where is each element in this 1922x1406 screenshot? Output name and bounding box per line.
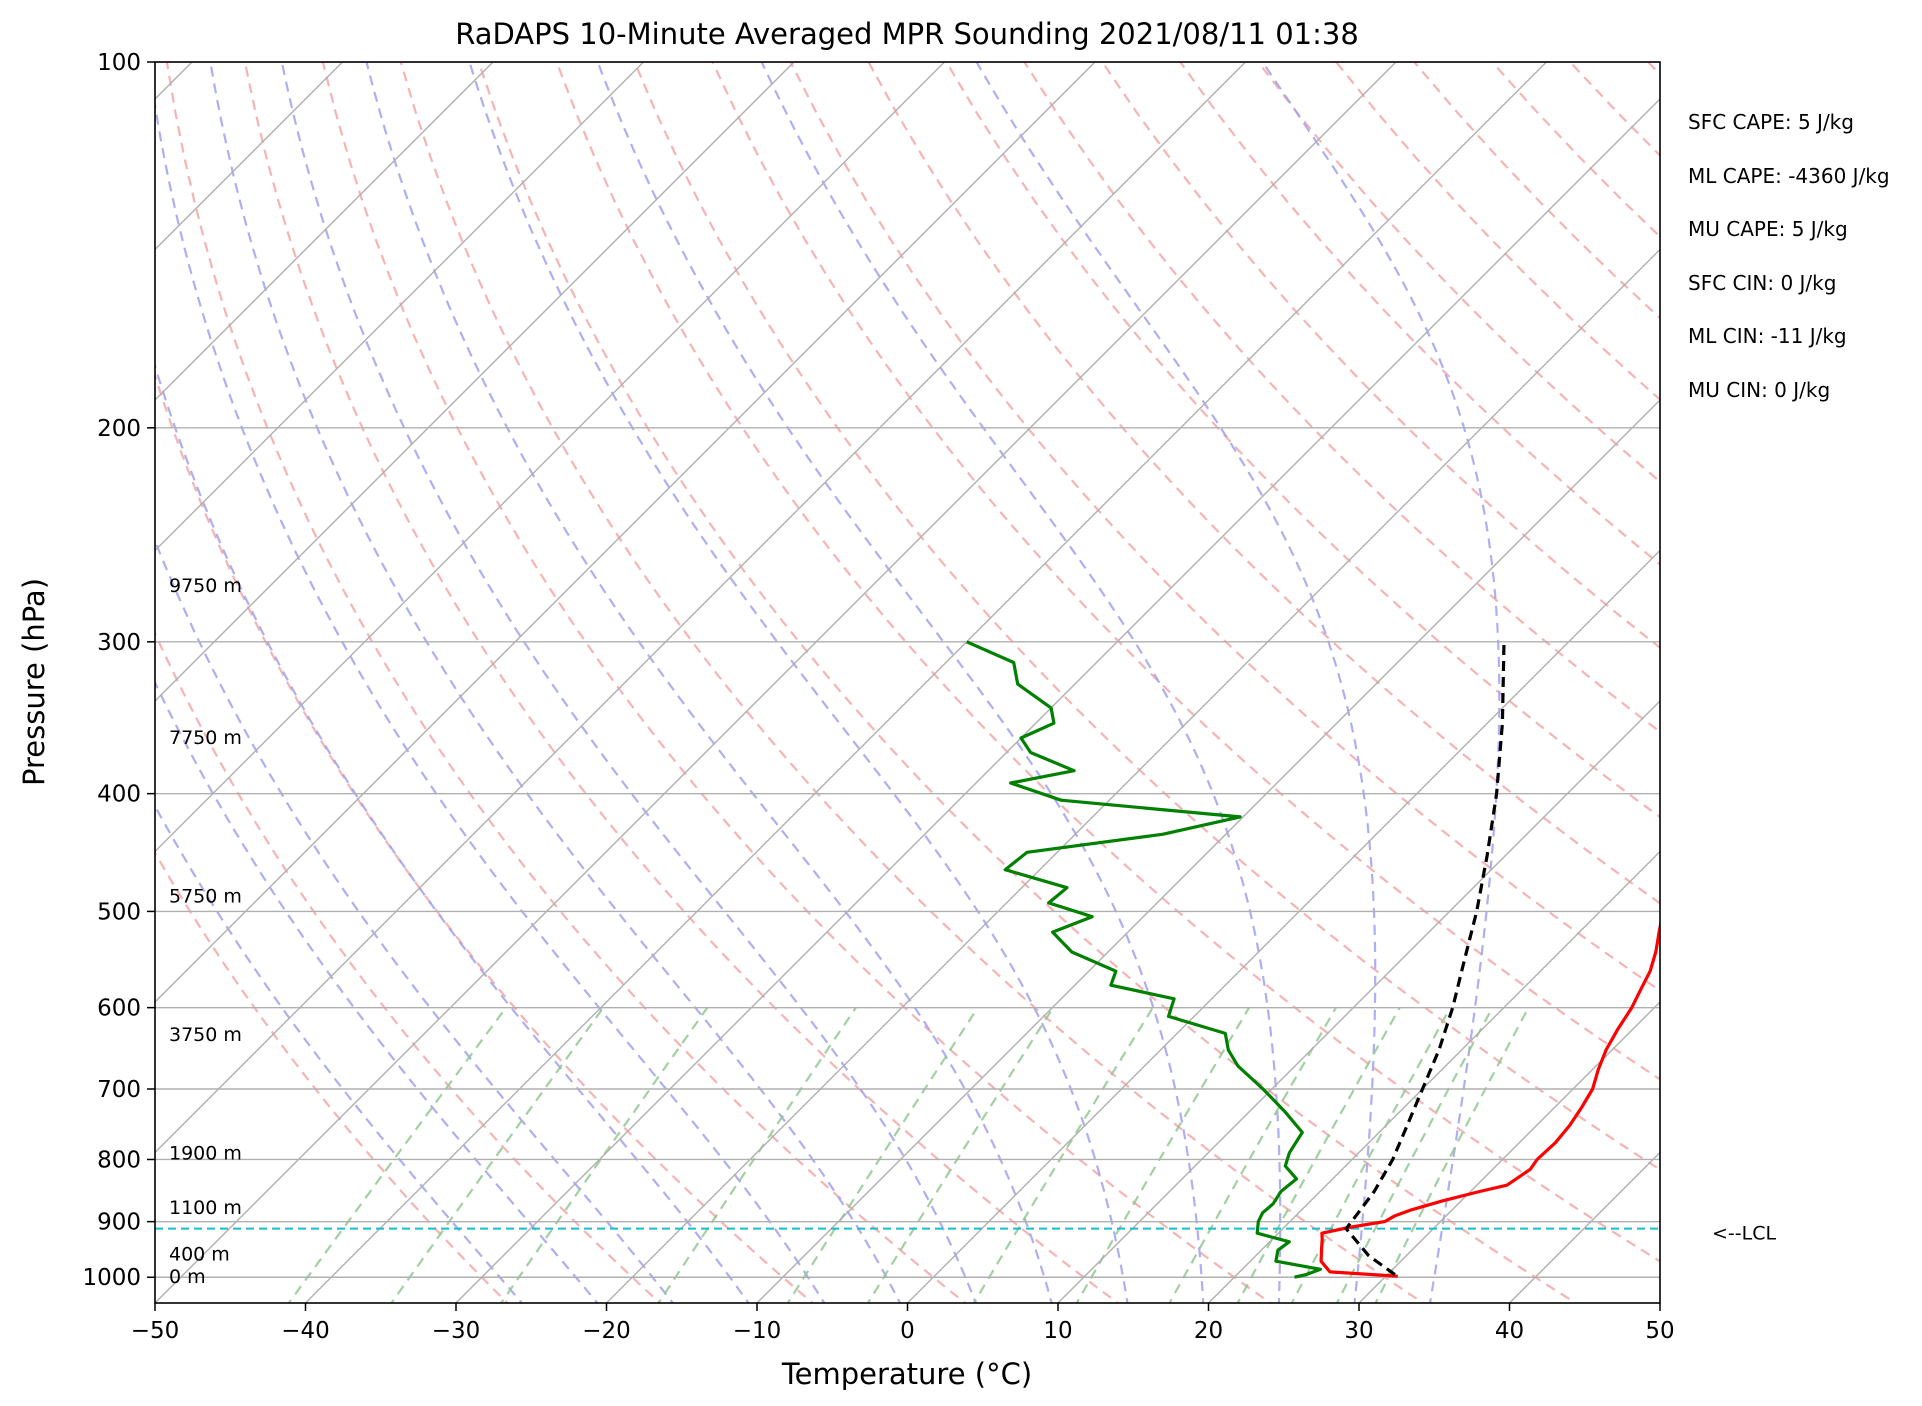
isotherm-line [155,62,946,853]
isotherm-line [155,62,344,251]
isotherm-line [155,62,1397,1303]
y-tick-label: 800 [97,1147,141,1173]
temperature-profile-line [1319,919,1660,1278]
isotherm-line [155,62,1247,1154]
isotherm-line [455,98,1660,1303]
height-label: 5750 m [169,885,242,907]
mixing-ratio-line [1335,1007,1494,1303]
dewpoint-profile-line [966,640,1323,1279]
y-tick-label: 600 [97,996,141,1022]
mixing-ratio-line [786,1007,979,1303]
isotherm-line [155,62,494,401]
isotherm-line [304,62,1548,1303]
height-label: 9750 m [169,575,242,597]
y-tick-label: 400 [97,782,141,808]
x-tick-label: −20 [582,1318,631,1344]
x-axis-label: Temperature (°C) [781,1357,1032,1391]
y-tick-label: 500 [97,899,141,925]
grid-layer [155,62,1660,1303]
isotherm-line [1358,1001,1660,1303]
x-tick-label: 10 [1043,1318,1072,1344]
isotherm-line [605,248,1660,1303]
isotherm-line [1057,700,1660,1303]
mixing-ratio-line [866,1007,1055,1303]
dry-adiabat-line [711,62,1660,1081]
height-label: 3750 m [169,1024,242,1046]
y-tick-label: 700 [97,1077,141,1103]
index-stat-label: ML CAPE: -4360 J/kg [1688,163,1890,188]
label-layer: 9750 m 7750 m 5750 m 3750 m 1900 m 1100 m 400 … [169,575,1776,1288]
mixing-ratio-line [1290,1007,1452,1303]
mixing-ratio-line [1374,1007,1530,1303]
y-tick-label: 1000 [82,1265,141,1291]
index-stat-label: SFC CAPE: 5 J/kg [1688,110,1854,134]
moist-adiabat-line [155,803,524,1303]
y-tick-label: 300 [97,630,141,656]
isotherm-line [155,62,1096,1003]
dry-adiabat-line [155,372,815,1303]
mixing-ratio-line [972,1007,1154,1303]
dry-adiabat-line [399,62,1426,1303]
dry-adiabat-line [633,62,1660,1171]
isotherm-line [155,62,645,552]
mixing-ratio-line [499,1006,709,1303]
y-tick-label: 900 [97,1210,141,1236]
index-stat-label: ML CIN: -11 J/kg [1688,324,1847,348]
dry-adiabat-line [165,62,967,1303]
index-stat-label: MU CAPE: 5 J/kg [1688,217,1848,241]
mixing-ratio-line [390,1006,605,1303]
chart-title: RaDAPS 10-Minute Averaged MPR Sounding 2… [455,17,1359,51]
x-tick-label: 50 [1645,1318,1674,1344]
x-tick-label: −50 [131,1318,180,1344]
height-label: 1900 m [169,1143,242,1165]
x-tick-label: 0 [900,1318,915,1344]
x-tick-label: 30 [1344,1318,1373,1344]
height-label: 0 m [169,1266,206,1288]
dry-adiabat-line [1023,62,1660,734]
x-tick-label: −40 [281,1318,330,1344]
mixing-ratio-line [1075,1007,1251,1303]
height-label: 7750 m [169,727,242,749]
data-layer [966,640,1660,1279]
isotherm-line [1207,850,1660,1303]
dry-adiabat-line [555,62,1660,1263]
height-label: 1100 m [169,1197,242,1219]
x-tick-label: 40 [1495,1318,1524,1344]
isotherm-line [756,399,1660,1303]
moist-adiabat-line [209,62,902,1303]
parcel-path-line [1344,641,1506,1276]
x-tick-label: −10 [733,1318,782,1344]
mixing-ratio-line [657,1006,857,1303]
moist-adiabat-line [155,680,599,1303]
index-stat-label: SFC CIN: 0 J/kg [1688,270,1837,295]
index-stat-label: MU CIN: 0 J/kg [1688,377,1831,402]
y-tick-label: 100 [97,50,141,76]
height-label: 400 m [169,1244,230,1266]
dry-adiabat-line [867,62,1660,905]
isotherm-line [155,62,795,702]
lcl-label: <--LCL [1712,1223,1776,1245]
mixing-ratio-line [287,1006,507,1303]
axis-layer: −50 −40 −30 −20 −10 0 10 20 30 40 50 100 200 300 400 50… [82,50,1674,1344]
y-axis-label: Pressure (hPa) [17,578,51,786]
y-tick-label: 200 [97,416,141,442]
x-tick-label: −30 [432,1318,481,1344]
x-tick-label: 20 [1194,1318,1223,1344]
isotherm-line [906,549,1660,1303]
dry-adiabat-line [321,62,1273,1303]
